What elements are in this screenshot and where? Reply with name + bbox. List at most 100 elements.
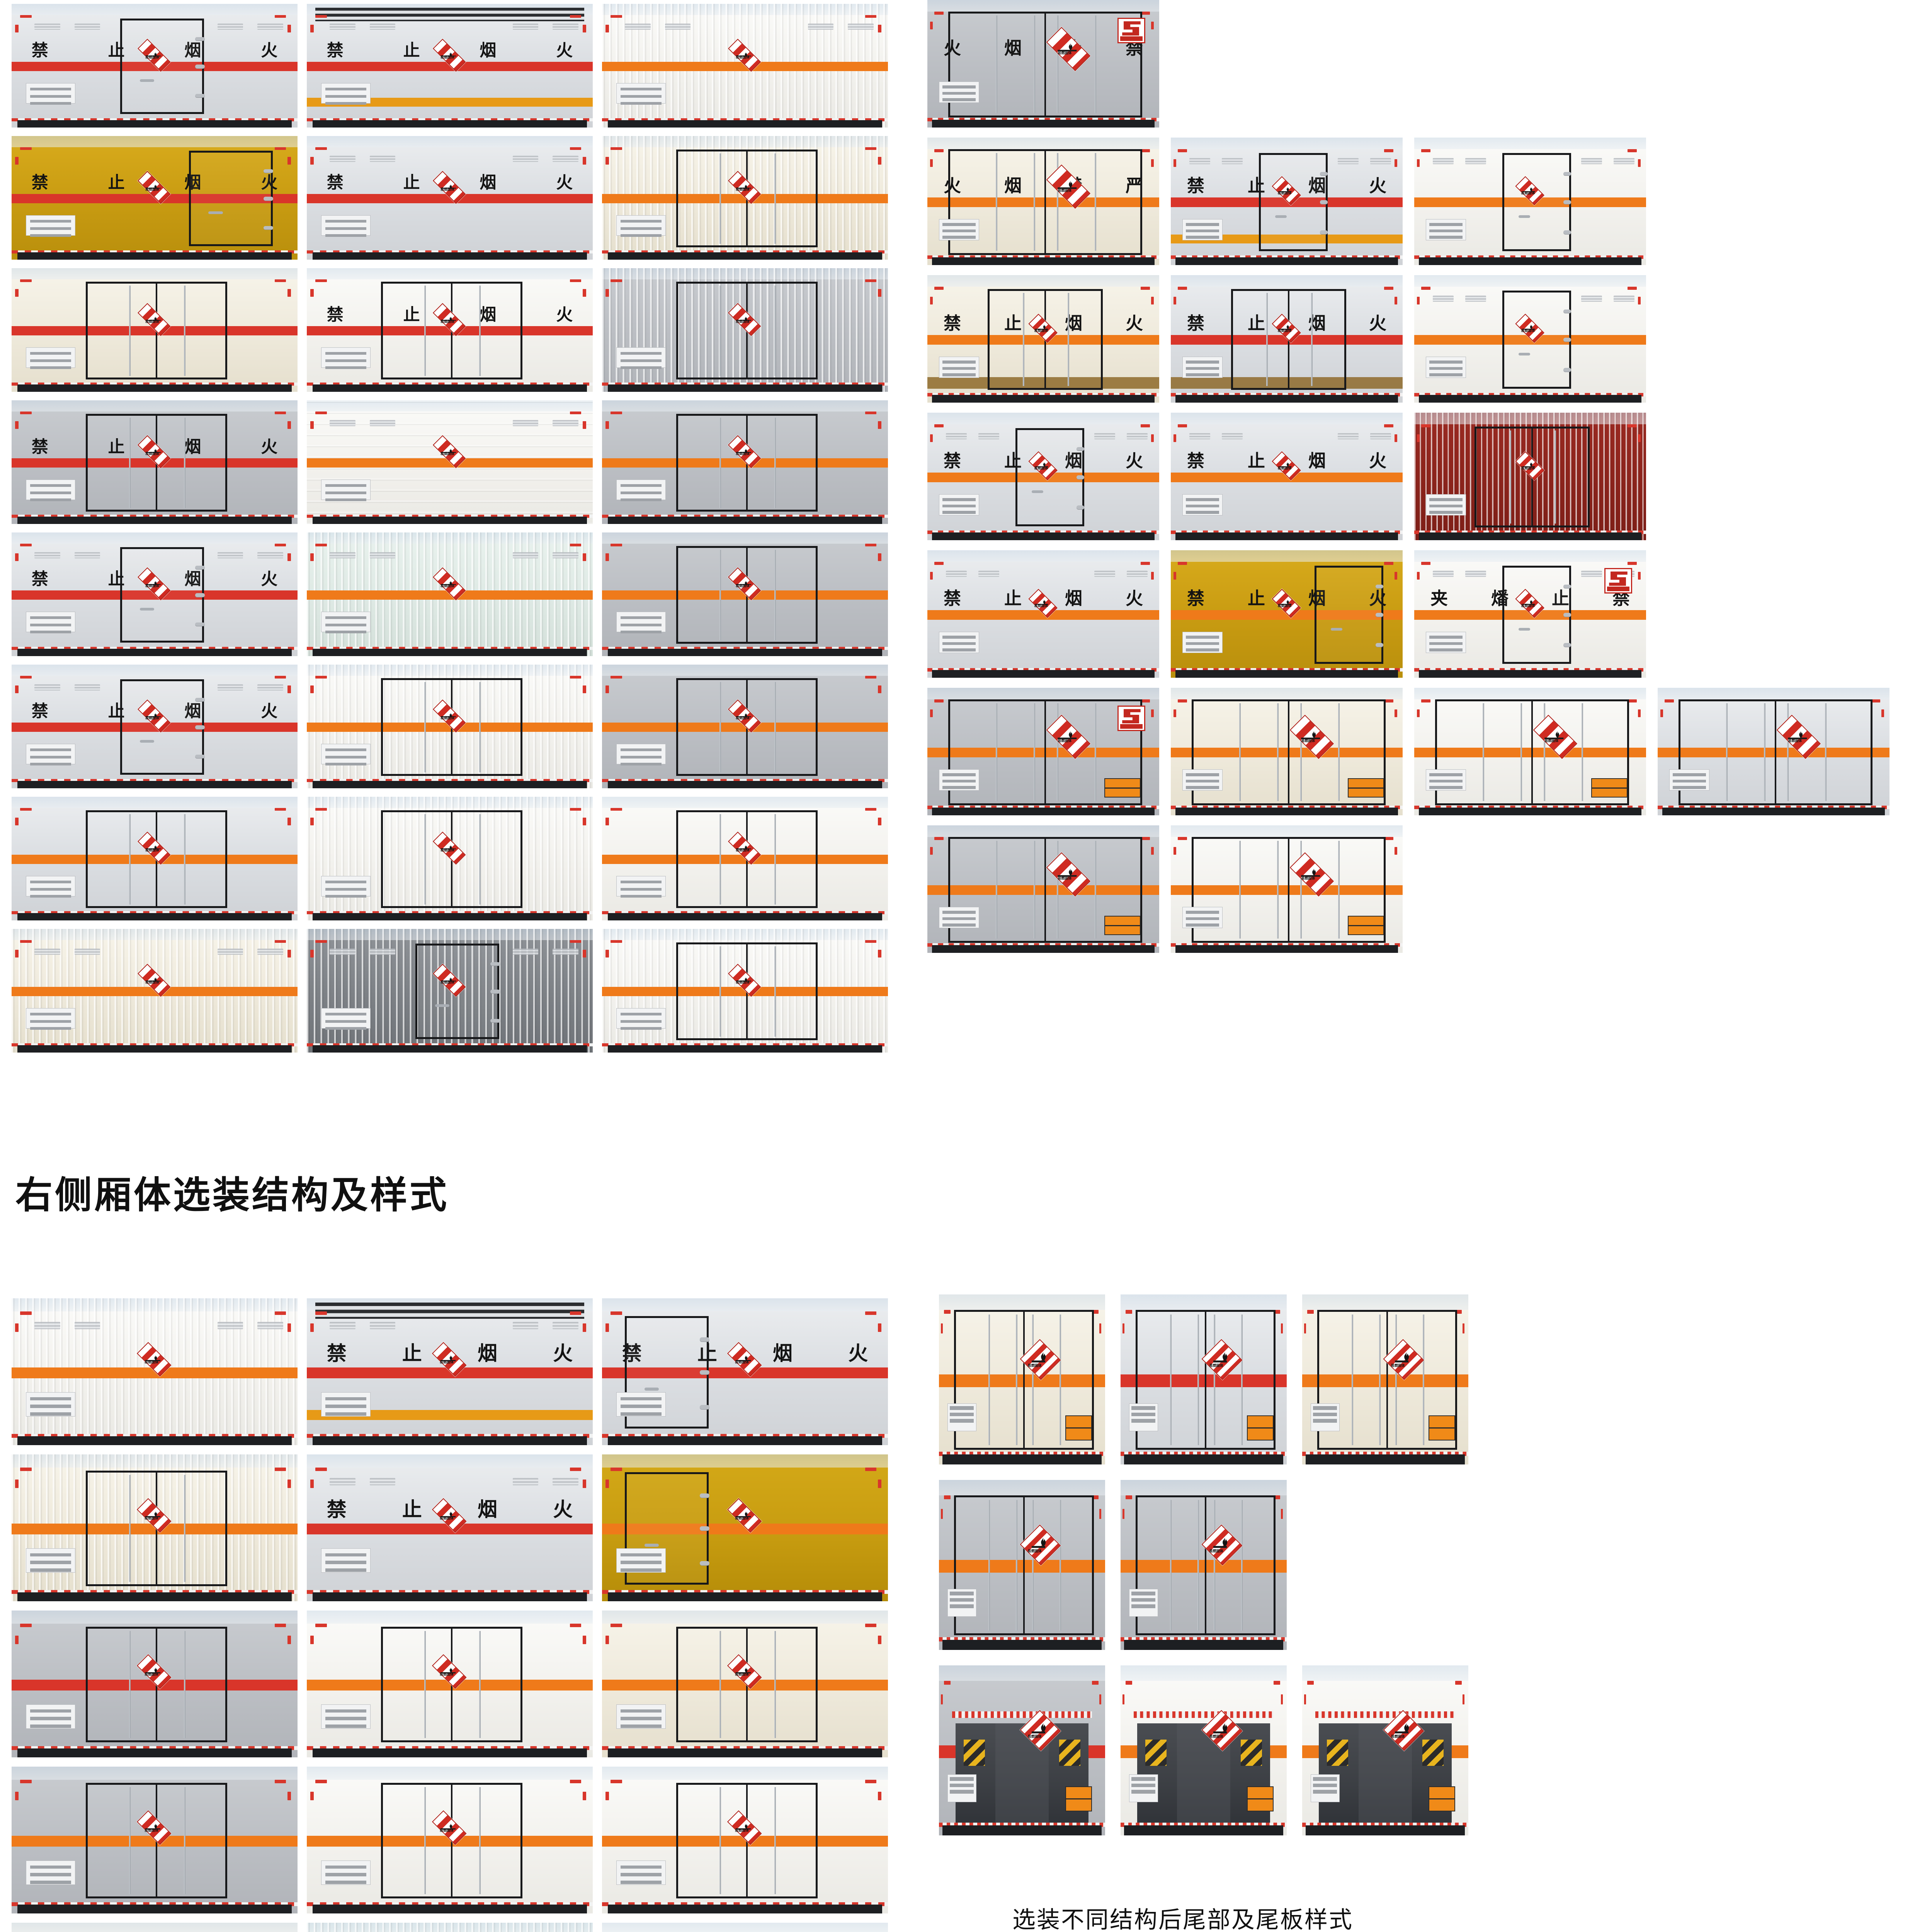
locking-rod[interactable] [1034, 153, 1036, 251]
locking-rod[interactable] [1170, 1314, 1172, 1445]
locking-rod[interactable] [996, 703, 998, 801]
locking-rod[interactable] [1422, 1314, 1424, 1445]
locking-rod[interactable] [774, 153, 776, 244]
truck-body-photo[interactable]: 禁止烟火易燃固体 [927, 275, 1159, 403]
locking-rod[interactable] [1197, 1314, 1199, 1445]
locking-rod[interactable] [424, 1787, 426, 1894]
locking-rod[interactable] [988, 1500, 990, 1631]
locking-rod[interactable] [1214, 1500, 1216, 1631]
locking-rod[interactable] [1056, 15, 1058, 114]
locking-rod[interactable] [1241, 1500, 1243, 1631]
rear-double-door[interactable] [1135, 1310, 1276, 1450]
truck-body-photo[interactable]: 易燃固体 [307, 665, 593, 788]
truck-body-photo[interactable]: 易燃固体 [602, 1611, 888, 1757]
locking-rod[interactable] [1059, 1314, 1061, 1445]
locking-rod[interactable] [719, 418, 721, 508]
truck-body-photo[interactable]: 易燃固体 [12, 929, 298, 1053]
truck-body-photo[interactable]: 易燃固体 [602, 1767, 888, 1913]
truck-body-photo[interactable]: 禁止烟火易燃固体 [1171, 413, 1403, 540]
truck-body-photo[interactable]: 易燃固体 [602, 400, 888, 524]
truck-body-photo[interactable]: 易燃固体 [307, 1923, 593, 1932]
truck-body-photo[interactable]: 火烟禁严易燃固体 [927, 138, 1159, 265]
tail-lift-platform[interactable] [1319, 1723, 1452, 1825]
truck-body-photo[interactable]: 易燃固体 [307, 532, 593, 656]
truck-body-photo[interactable]: 易燃固体 [1414, 275, 1646, 403]
truck-body-photo[interactable]: 易燃固体 [1121, 1480, 1287, 1650]
locking-rod[interactable] [1056, 153, 1058, 251]
locking-rod[interactable] [719, 286, 721, 376]
truck-body-photo[interactable]: 火烟止禁易燃固体 [927, 0, 1159, 128]
locking-rod[interactable] [1015, 1500, 1017, 1631]
locking-rod[interactable] [1241, 1314, 1243, 1445]
truck-body-photo[interactable]: 禁止烟火易燃固体 [1171, 550, 1403, 678]
locking-rod[interactable] [996, 153, 998, 251]
locking-rod[interactable] [719, 1787, 721, 1894]
locking-rod[interactable] [1300, 703, 1302, 801]
locking-rod[interactable] [1510, 430, 1512, 524]
locking-rod[interactable] [1197, 1500, 1199, 1631]
truck-body-photo[interactable]: 易燃固体 [307, 797, 593, 920]
locking-rod[interactable] [1352, 1314, 1354, 1445]
locking-rod[interactable] [1094, 840, 1096, 939]
locking-rod[interactable] [719, 1631, 721, 1738]
truck-body-photo[interactable]: 禁止烟火易燃固体 [307, 1298, 593, 1445]
truck-body-photo[interactable]: 易燃固体 [602, 136, 888, 260]
truck-body-photo[interactable]: 禁止烟火易燃固体 [12, 136, 298, 260]
truck-body-photo[interactable]: 易燃固体 [307, 929, 593, 1053]
truck-body-photo[interactable]: 禁止烟火易燃固体 [1171, 275, 1403, 403]
truck-body-photo[interactable]: 易燃固体 [1171, 688, 1403, 815]
door-handle[interactable] [1518, 352, 1531, 356]
locking-rod[interactable] [774, 1787, 776, 1894]
locking-rod[interactable] [774, 946, 776, 1037]
truck-body-photo[interactable]: 易燃固体 [602, 665, 888, 788]
side-access-door[interactable] [625, 1472, 709, 1585]
locking-rod[interactable] [184, 1631, 186, 1738]
locking-rod[interactable] [774, 1631, 776, 1738]
locking-rod[interactable] [1214, 1314, 1216, 1445]
door-handle[interactable] [139, 740, 155, 743]
door-handle[interactable] [1330, 628, 1343, 631]
locking-rod[interactable] [184, 814, 186, 905]
locking-rod[interactable] [184, 1787, 186, 1894]
locking-rod[interactable] [424, 1631, 426, 1738]
truck-body-photo[interactable]: 禁止烟火易燃固体 [307, 1454, 593, 1601]
locking-rod[interactable] [1034, 703, 1036, 801]
locking-rod[interactable] [1034, 15, 1036, 114]
locking-rod[interactable] [774, 286, 776, 376]
side-access-door[interactable] [1259, 153, 1328, 251]
rear-double-door[interactable] [1192, 837, 1386, 943]
truck-body-photo[interactable]: 易燃固体 [1171, 825, 1403, 953]
locking-rod[interactable] [1094, 15, 1096, 114]
side-access-door[interactable] [1502, 565, 1571, 664]
truck-body-photo[interactable]: 易燃固体 [939, 1480, 1105, 1650]
locking-rod[interactable] [129, 286, 131, 376]
locking-rod[interactable] [1338, 703, 1340, 801]
truck-body-photo[interactable]: 禁止烟火易燃固体 [12, 400, 298, 524]
locking-rod[interactable] [1094, 153, 1096, 251]
truck-body-photo[interactable]: 易燃固体 [939, 1294, 1105, 1464]
rear-double-door[interactable] [1317, 1310, 1458, 1450]
truck-body-photo[interactable]: 易燃固体 [1658, 688, 1889, 815]
locking-rod[interactable] [1032, 1314, 1034, 1445]
locking-rod[interactable] [1520, 703, 1522, 801]
locking-rod[interactable] [1015, 1314, 1017, 1445]
locking-rod[interactable] [774, 550, 776, 640]
door-handle[interactable] [139, 607, 155, 611]
rear-double-door[interactable] [954, 1310, 1094, 1450]
locking-rod[interactable] [424, 814, 426, 905]
locking-rod[interactable] [719, 814, 721, 905]
locking-rod[interactable] [1034, 840, 1036, 939]
locking-rod[interactable] [129, 1631, 131, 1738]
locking-rod[interactable] [774, 814, 776, 905]
locking-rod[interactable] [774, 682, 776, 772]
locking-rod[interactable] [1277, 840, 1279, 939]
locking-rod[interactable] [1170, 1500, 1172, 1631]
rear-double-door[interactable] [1435, 699, 1629, 805]
locking-rod[interactable] [996, 840, 998, 939]
truck-body-photo[interactable]: 禁止烟火易燃固体 [602, 1298, 888, 1445]
truck-body-photo[interactable]: 易燃固体 [927, 688, 1159, 815]
locking-rod[interactable] [1825, 703, 1827, 801]
truck-body-photo[interactable]: 禁止烟火易燃固体 [12, 532, 298, 656]
locking-rod[interactable] [774, 418, 776, 508]
locking-rod[interactable] [1543, 703, 1545, 801]
